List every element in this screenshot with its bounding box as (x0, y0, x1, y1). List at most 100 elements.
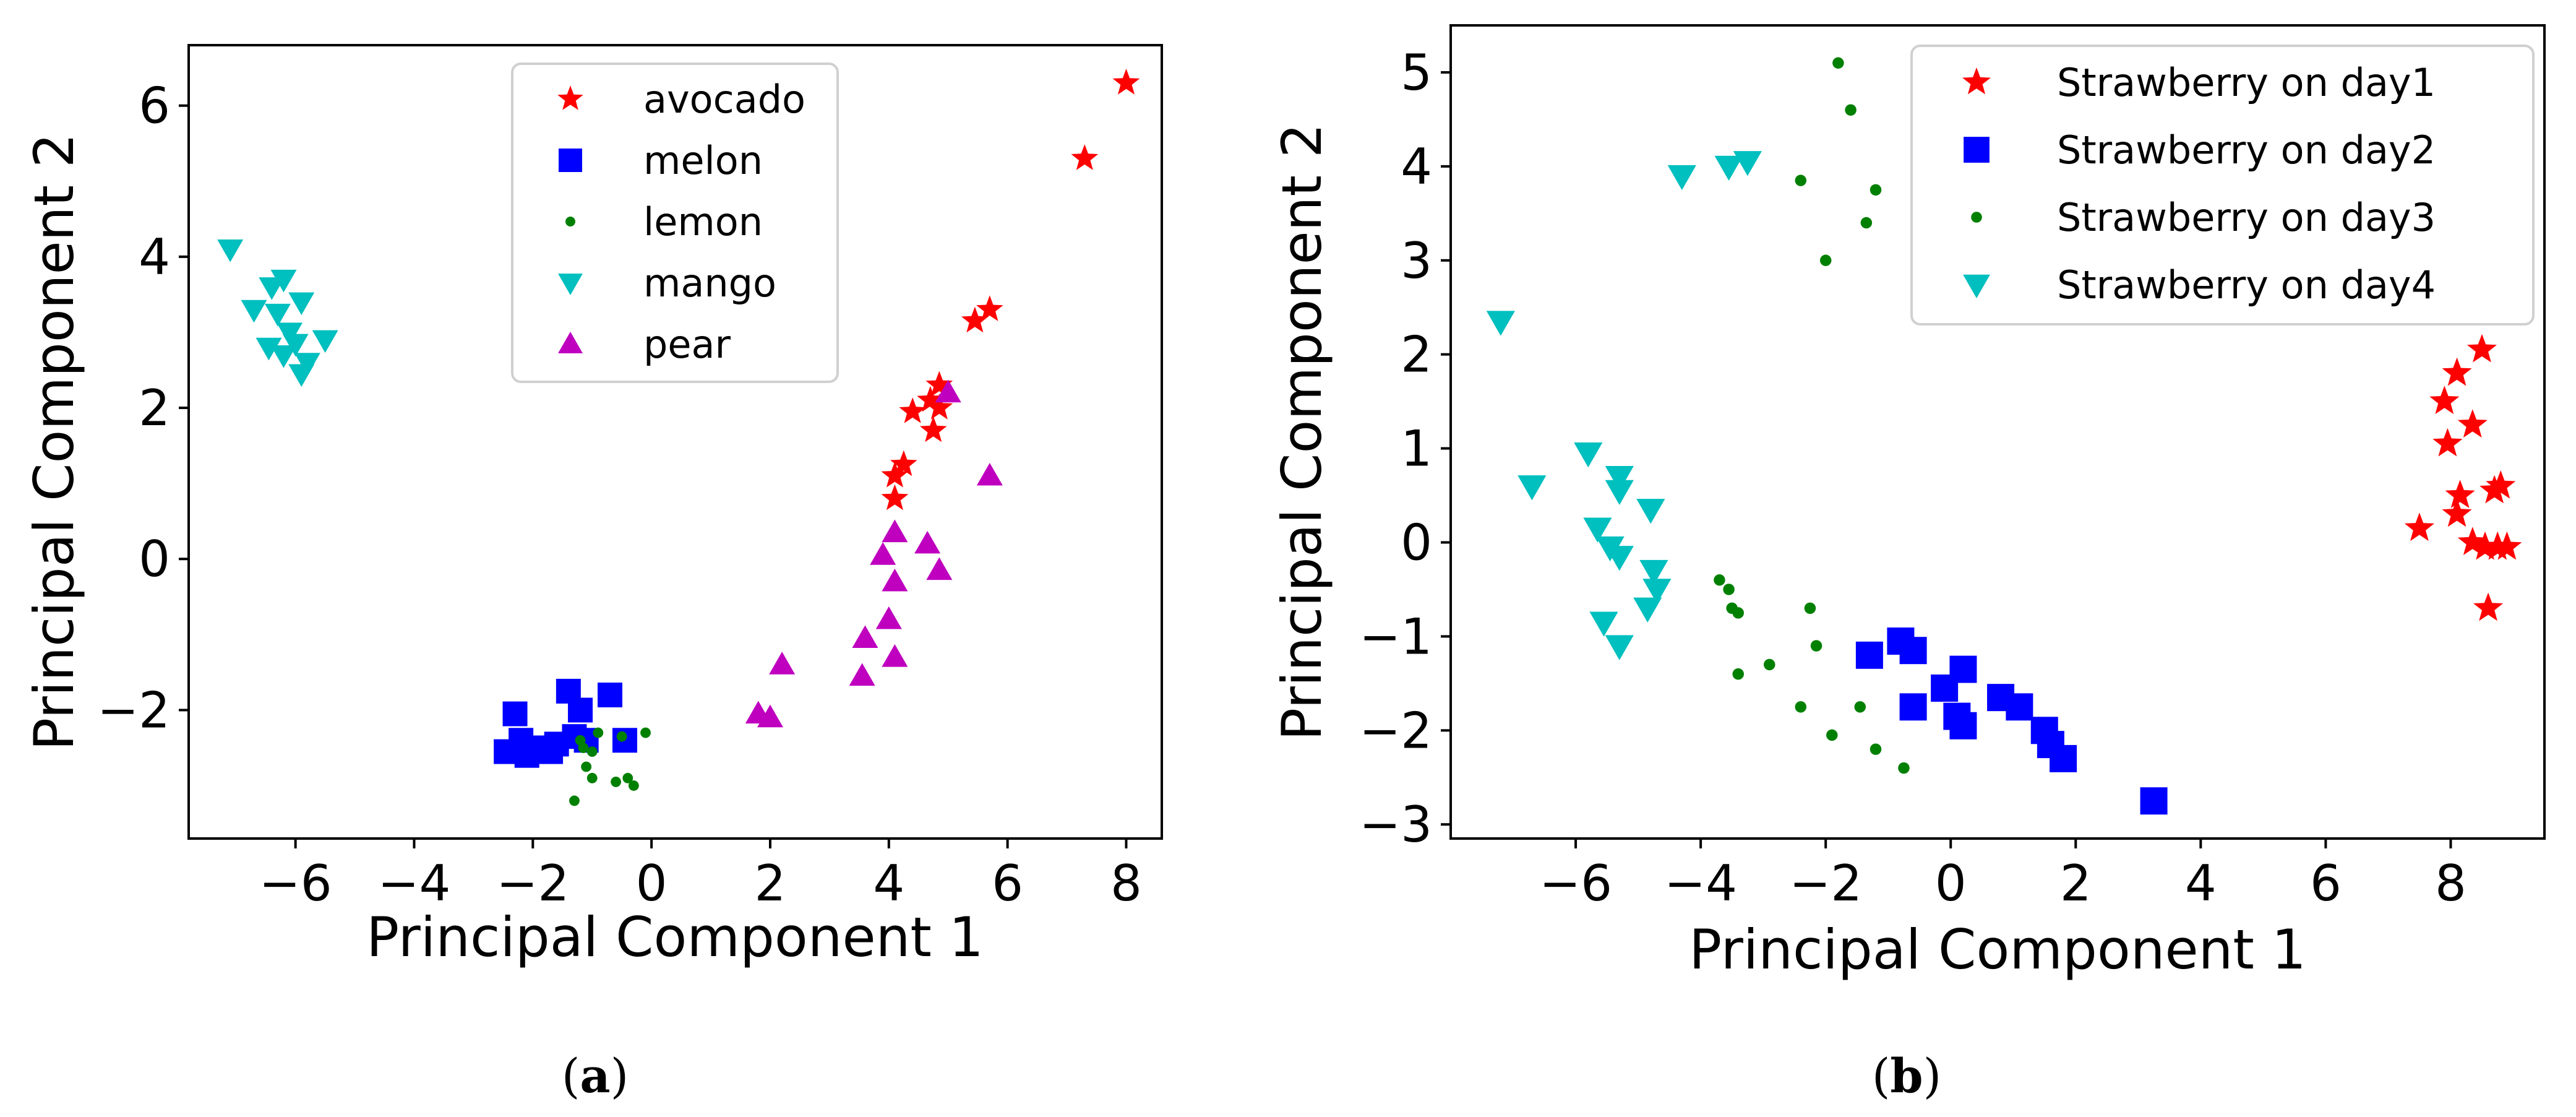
panel-b-point-strawberry-on-day3 (1732, 668, 1744, 680)
panel-a-point-avocado (925, 394, 953, 420)
panel-a-point-avocado (976, 295, 1003, 321)
panel-a-point-melon (597, 683, 622, 708)
panel-b-point-strawberry-on-day4 (1714, 155, 1743, 181)
panel-b-point-strawberry-on-day4 (1518, 475, 1547, 501)
panel-b-point-strawberry-on-day1 (2486, 470, 2516, 499)
panel-b-point-strawberry-on-day4 (1636, 499, 1665, 524)
panel-b-point-strawberry-on-day1 (2429, 386, 2460, 415)
panel-a-point-avocado (925, 371, 953, 397)
panel-b-x-tick-label: 0 (1935, 855, 1967, 912)
panel-b-point-strawberry-on-day4 (1605, 635, 1634, 660)
panel-a-point-pear (935, 379, 961, 403)
panel-a-point-pear (875, 606, 902, 629)
panel-a-legend-label-pear: pear (643, 322, 731, 367)
panel-a-point-lemon (640, 727, 651, 738)
panel-a-legend-marker-melon (559, 149, 582, 172)
panel-b-point-strawberry-on-day4 (1605, 480, 1634, 506)
panel-a-point-pear (882, 519, 908, 543)
panel-b-legend-marker-strawberry-on-day1 (1962, 67, 1991, 95)
panel-b-point-strawberry-on-day3 (1860, 217, 1873, 229)
panel-b-legend-label-strawberry-on-day3: Strawberry on day3 (2057, 195, 2436, 240)
panel-b-point-strawberry-on-day3 (1732, 607, 1744, 619)
panel-a-legend-box (511, 63, 839, 383)
panel-b-x-tick-label: 6 (2310, 855, 2342, 912)
panel-a-point-lemon (628, 780, 639, 791)
panel-b-legend-label-strawberry-on-day2: Strawberry on day2 (2057, 127, 2436, 173)
panel-b-x-tick-label: −4 (1664, 855, 1737, 912)
panel-a-point-pear (882, 568, 908, 592)
panel-b-point-strawberry-on-day4 (1667, 165, 1696, 191)
panel-a-point-avocado (961, 306, 989, 333)
panel-b-point-strawberry-on-day4 (1605, 465, 1634, 491)
panel-b-x-tick-label: 4 (2185, 855, 2217, 912)
panel-a-ticks: −6 −4 −2 0 2 4 6 8 −2 0 2 4 6 (97, 77, 1142, 912)
panel-a-point-mango (259, 277, 285, 300)
panel-b-point-strawberry-on-day4 (1486, 311, 1515, 336)
panel-a-legend-marker-lemon (565, 217, 575, 226)
panel-a-point-mango (241, 300, 267, 323)
panel-a-x-tick-label: −6 (259, 855, 332, 912)
panel-a-point-mango (288, 364, 315, 387)
panel-a-point-melon (502, 701, 528, 727)
panel-b-point-strawberry-on-day1 (2445, 480, 2475, 508)
panel-b-point-strawberry-on-day3 (1804, 602, 1816, 615)
panel-b-point-strawberry-on-day4 (1639, 559, 1668, 585)
panel-a-point-lemon (581, 761, 592, 772)
panel-b-y-tick-label: 2 (1401, 326, 1432, 384)
panel-a-x-tick-label: −4 (378, 855, 451, 912)
panel-a-plot-frame (187, 44, 1163, 840)
panel-a-point-pear (882, 644, 908, 667)
panel-a-point-lemon (622, 772, 633, 783)
panel-b-y-tick-label: 0 (1401, 514, 1432, 571)
panel-b-legend-label-strawberry-on-day1: Strawberry on day1 (2057, 60, 2436, 105)
panel-b-point-strawberry-on-day3 (1764, 658, 1775, 671)
panel-b-point-strawberry-on-day3 (1819, 254, 1832, 267)
panel-a-legend-label-avocado: avocado (643, 77, 805, 122)
panel-a-point-lemon (578, 743, 589, 753)
panel-a-point-pear (849, 663, 875, 686)
panel-a-point-pear (769, 652, 796, 675)
panel-b-ticks: −6 −4 −2 0 2 4 6 8 −3 −2 −1 0 1 2 3 4 5 (1359, 44, 2467, 912)
panel-b-y-tick-label: −1 (1359, 608, 1432, 665)
panel-b-y-tick-label: 5 (1401, 44, 1432, 101)
panel-a-legend-label-mango: mango (643, 261, 776, 306)
panel-b-point-strawberry-on-day3 (1854, 701, 1866, 713)
panel-a-point-pear (757, 704, 783, 728)
panel-b-legend-label-strawberry-on-day4: Strawberry on day4 (2057, 262, 2436, 308)
panel-b-plot (1486, 57, 2522, 815)
panel-b-point-strawberry-on-day3 (1832, 57, 1844, 69)
panel-a-point-avocado (919, 416, 947, 442)
panel-a-legend-marker-avocado (557, 85, 583, 110)
panel-b-point-strawberry-on-day3 (1810, 640, 1823, 652)
panel-a-legend-marker-mango (558, 274, 583, 295)
panel-b-point-strawberry-on-day3 (1714, 574, 1725, 586)
panel-a-x-tick-label: 0 (636, 855, 668, 912)
panel-a-point-lemon (569, 795, 580, 806)
panel-b-point-strawberry-on-day3 (1826, 729, 1838, 741)
panel-a-y-tick-label: 4 (139, 228, 170, 286)
panel-b-y-tick-label: 1 (1401, 420, 1432, 478)
panel-a-point-mango (277, 322, 303, 345)
panel-a-point-pear (852, 625, 878, 649)
panel-a-point-melon (538, 739, 564, 764)
panel-b-point-strawberry-on-day2 (2140, 787, 2168, 815)
panel-a-point-mango (217, 239, 244, 262)
panel-b-point-strawberry-on-day1 (2479, 475, 2510, 504)
panel-a-legend-label-melon: melon (643, 138, 763, 183)
panel-a-legend-marker-pear (558, 332, 583, 353)
panel-b-point-strawberry-on-day4 (1589, 611, 1618, 637)
panel-a-label: (a) (562, 1048, 629, 1103)
panel-a-y-tick-label: 6 (139, 77, 170, 135)
panel-b-point-strawberry-on-day4 (1733, 151, 1762, 176)
panel-a-y-tick-label: 0 (139, 530, 170, 588)
panel-a-plot (217, 69, 1140, 806)
panel-a-point-avocado (881, 461, 909, 488)
panel-a-y-axis-label: Principal Component 2 (22, 133, 86, 751)
panel-b-point-strawberry-on-day3 (1723, 584, 1735, 595)
panel-a-point-mango (282, 334, 309, 357)
panel-b-point-strawberry-on-day4 (1642, 579, 1672, 604)
panel-a-x-axis-label: Principal Component 1 (366, 905, 984, 969)
panel-b-point-strawberry-on-day1 (2492, 531, 2522, 560)
panel-b-point-strawberry-on-day3 (1795, 701, 1806, 713)
